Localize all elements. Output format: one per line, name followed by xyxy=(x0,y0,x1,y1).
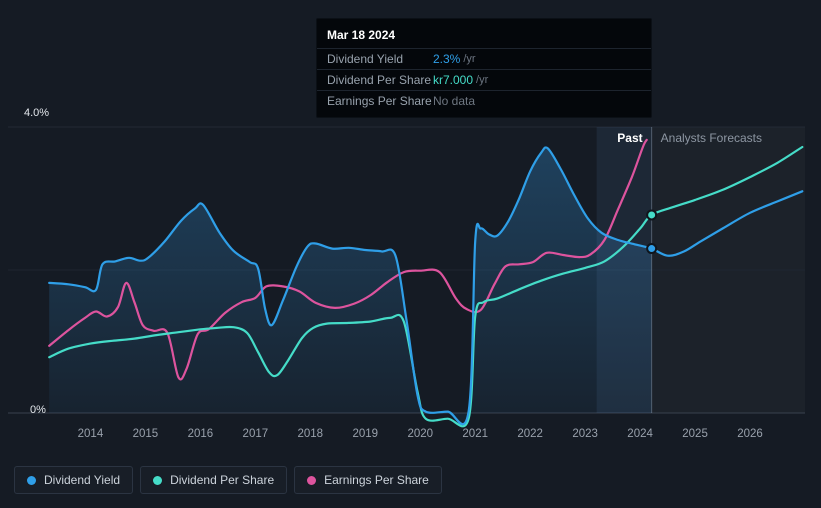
tooltip-unit: /yr xyxy=(463,53,476,65)
legend-item-earnings-per-share[interactable]: Earnings Per Share xyxy=(294,466,442,494)
tooltip-row-earnings-per-share: Earnings Per Share No data xyxy=(317,90,651,111)
tooltip-unit: /yr xyxy=(476,74,489,86)
svg-text:2015: 2015 xyxy=(133,428,159,440)
legend-label: Dividend Yield xyxy=(44,473,121,487)
dividend-per-share-dot-icon xyxy=(153,475,163,485)
chart-legend: Dividend Yield Dividend Per Share Earnin… xyxy=(14,466,442,494)
svg-text:2021: 2021 xyxy=(462,428,488,440)
svg-text:2024: 2024 xyxy=(627,428,653,440)
chart-tooltip: Mar 18 2024 Dividend Yield 2.3% /yr Divi… xyxy=(316,18,652,118)
svg-text:2018: 2018 xyxy=(298,428,324,440)
tooltip-row-dividend-yield: Dividend Yield 2.3% /yr xyxy=(317,48,651,69)
past-label: Past xyxy=(617,131,643,145)
svg-text:2026: 2026 xyxy=(737,428,763,440)
svg-text:2020: 2020 xyxy=(407,428,433,440)
tooltip-value: No data xyxy=(433,94,476,108)
legend-label: Dividend Per Share xyxy=(170,473,275,487)
legend-item-dividend-yield[interactable]: Dividend Yield xyxy=(14,466,134,494)
tooltip-label: Dividend Yield xyxy=(327,52,404,66)
tooltip-date: Mar 18 2024 xyxy=(327,28,396,42)
legend-item-dividend-per-share[interactable]: Dividend Per Share xyxy=(140,466,288,494)
tooltip-value: kr7.000 xyxy=(433,73,474,87)
svg-text:2022: 2022 xyxy=(517,428,543,440)
tooltip-value: 2.3% xyxy=(433,52,461,66)
legend-label: Earnings Per Share xyxy=(324,473,429,487)
svg-text:2025: 2025 xyxy=(682,428,708,440)
svg-text:2016: 2016 xyxy=(188,428,214,440)
svg-text:2014: 2014 xyxy=(78,428,104,440)
earnings-per-share-dot-icon xyxy=(307,475,317,485)
tooltip-row-dividend-per-share: Dividend Per Share kr7.000 /yr xyxy=(317,69,651,90)
svg-text:2019: 2019 xyxy=(352,428,378,440)
tooltip-label: Dividend Per Share xyxy=(327,73,432,87)
analysts-forecasts-label: Analysts Forecasts xyxy=(660,131,763,145)
y-axis-max-label: 4.0% xyxy=(24,107,50,119)
svg-text:2017: 2017 xyxy=(243,428,269,440)
tooltip-label: Earnings Per Share xyxy=(327,94,432,108)
svg-text:2023: 2023 xyxy=(572,428,598,440)
y-axis-min-label: 0% xyxy=(30,404,46,416)
dividend-yield-dot-icon xyxy=(27,475,36,485)
